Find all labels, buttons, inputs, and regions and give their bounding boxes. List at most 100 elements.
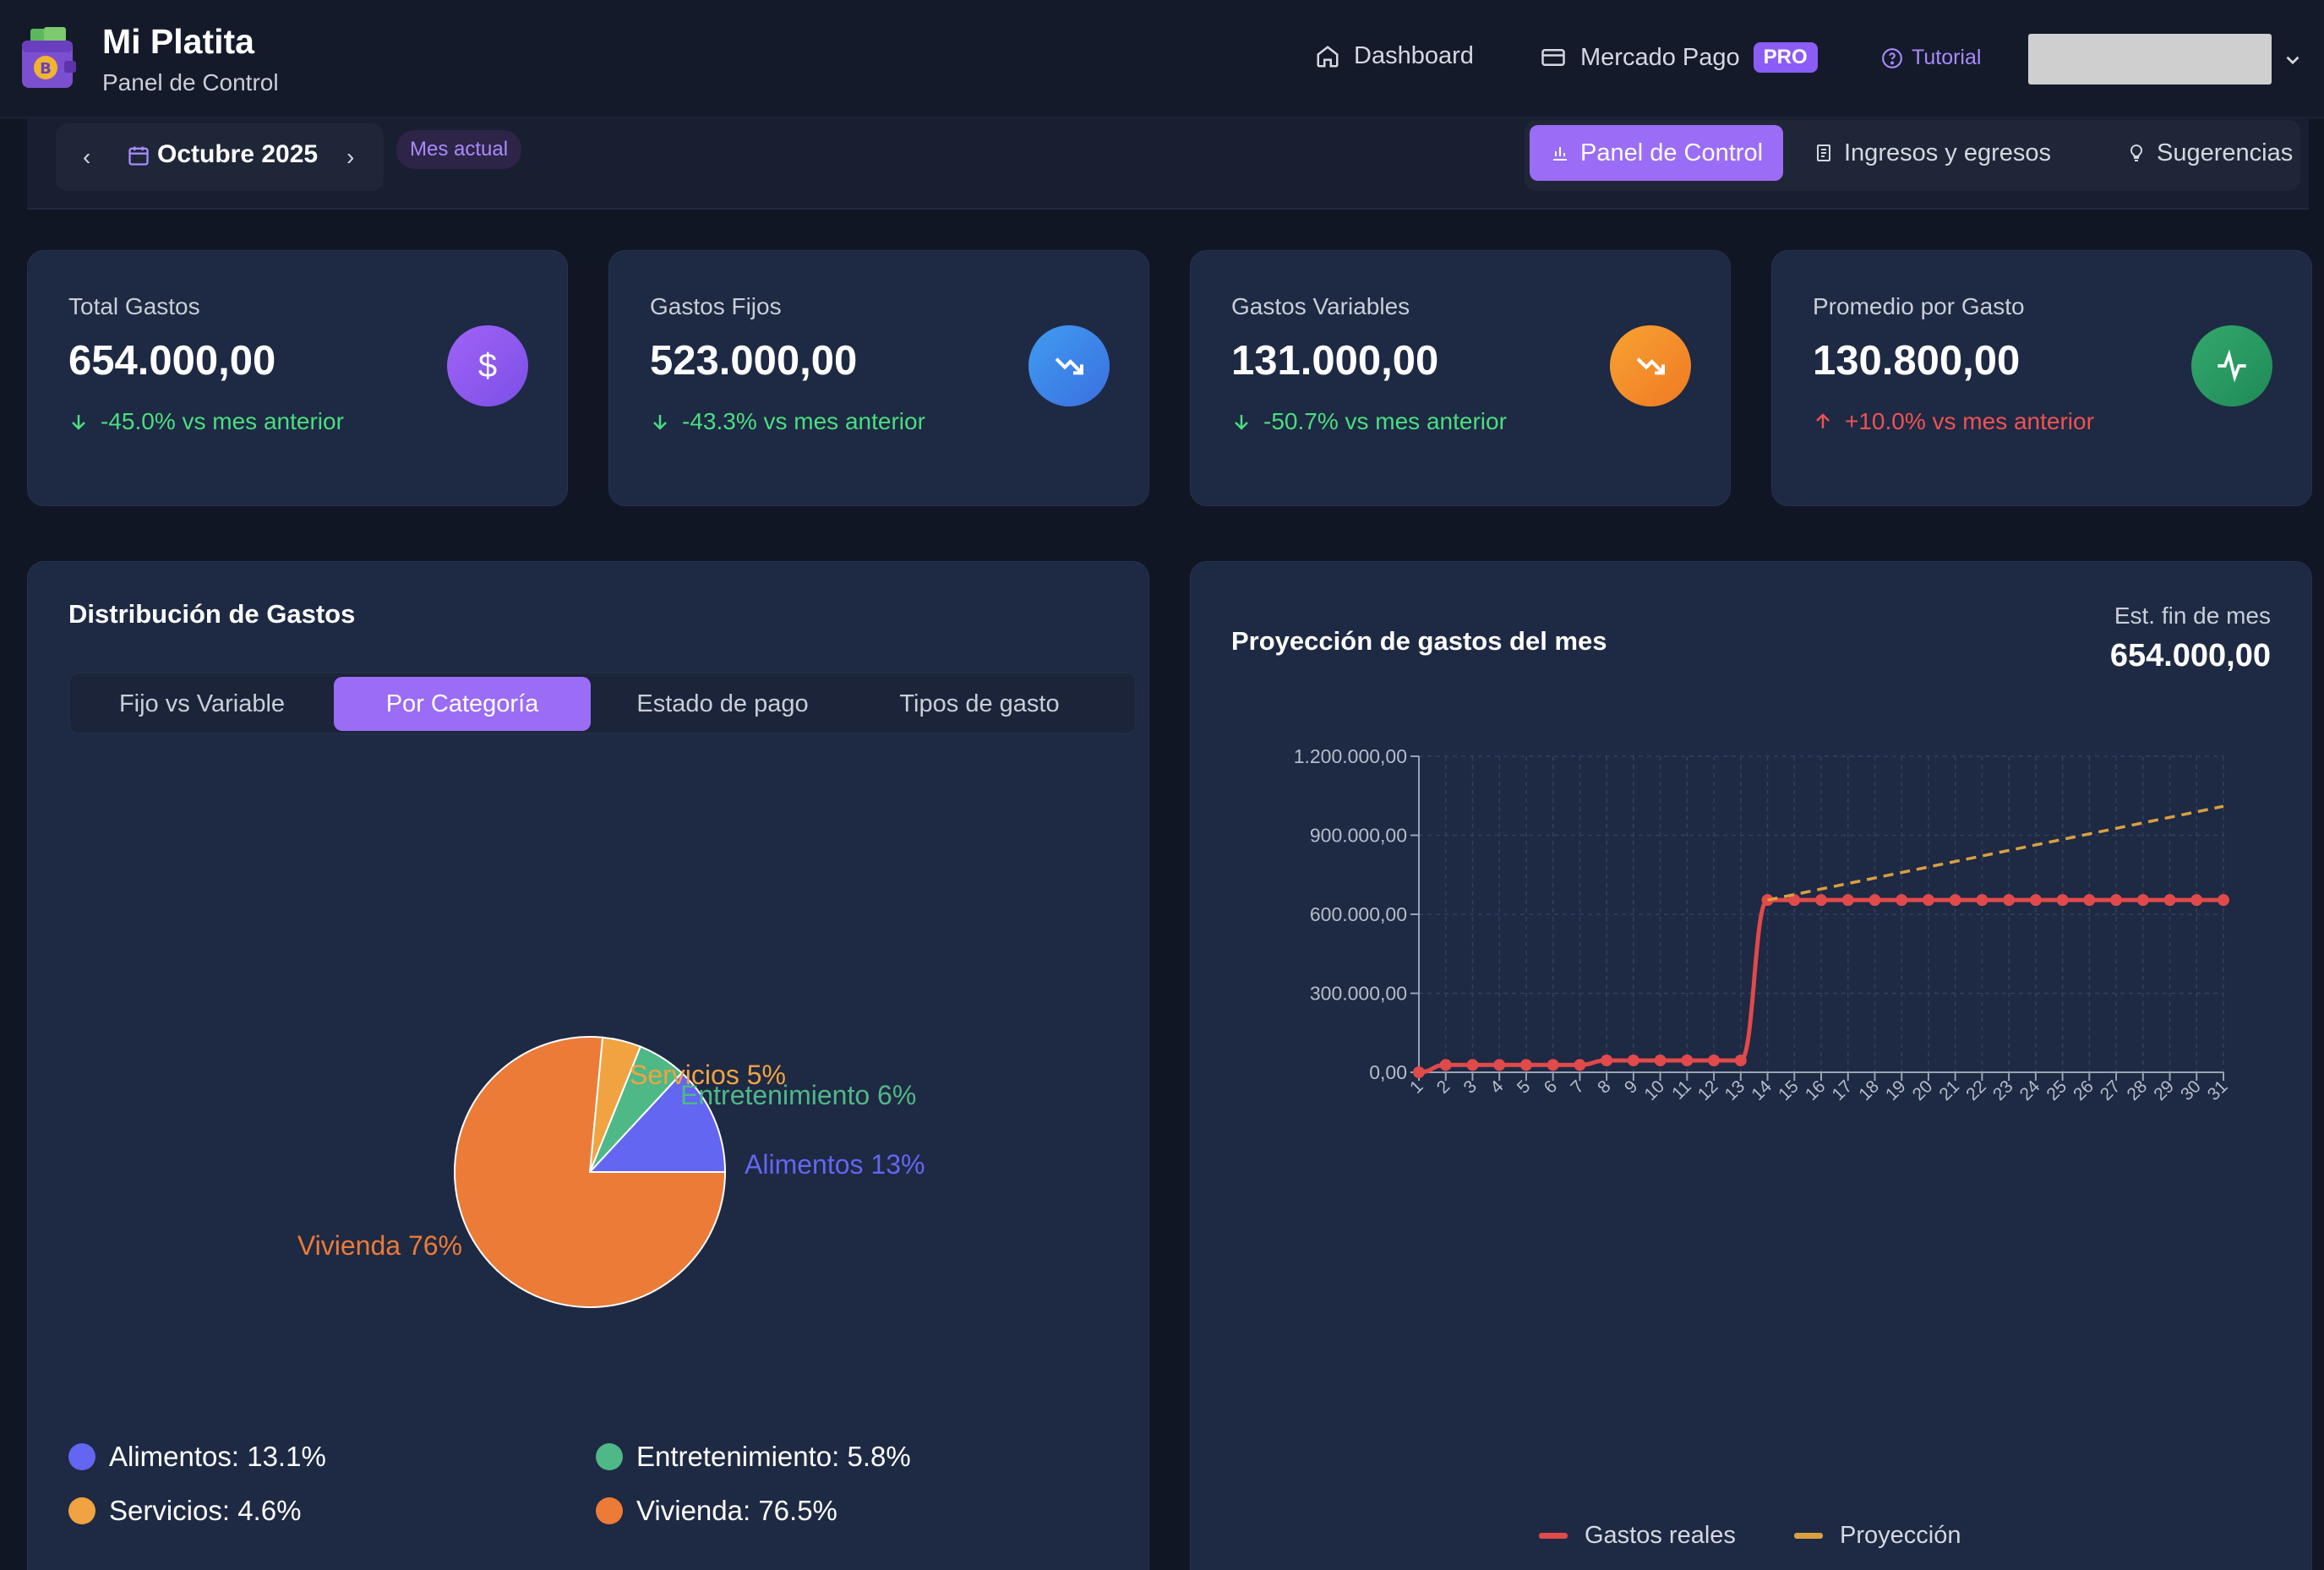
month-prev-button[interactable]: ‹ (83, 144, 91, 170)
bar-chart-icon (1553, 147, 1567, 161)
legend-proyeccion[interactable]: Proyección (1794, 1522, 1961, 1550)
stat-change: -45.0% vs mes anterior (68, 408, 344, 435)
x-tick-label: 15 (1775, 1077, 1803, 1104)
tab-panel-de-control[interactable]: Panel de Control (1530, 125, 1784, 181)
stat-card-promedio: Promedio por Gasto 130.800,00 +10.0% vs … (1771, 250, 2312, 506)
stat-change: -43.3% vs mes anterior (650, 408, 925, 435)
data-point[interactable] (1493, 1059, 1506, 1071)
x-tick-label: 16 (1802, 1077, 1830, 1104)
pie-label-vivienda: Vivienda 76% (297, 1230, 462, 1261)
month-label: Octubre 2025 (157, 140, 319, 168)
user-menu[interactable] (2028, 34, 2272, 84)
x-tick-label: 2 (1433, 1077, 1454, 1098)
stat-value: 130.800,00 (1813, 338, 2021, 384)
data-point[interactable] (1439, 1059, 1452, 1071)
stat-card-total-gastos: Total Gastos 654.000,00 -45.0% vs mes an… (27, 250, 568, 506)
tab-ingresos-egresos[interactable]: Ingresos y egresos (1793, 125, 2071, 181)
tab-label: Ingresos y egresos (1844, 139, 2052, 166)
arrow-up-icon (1816, 413, 1830, 428)
arrow-down-icon (1235, 415, 1248, 430)
data-point[interactable] (1547, 1059, 1559, 1071)
pie-slice-vivienda[interactable] (454, 1036, 727, 1308)
distribution-title: Distribución de Gastos (68, 599, 356, 629)
data-point[interactable] (2110, 894, 2123, 907)
data-point[interactable] (1519, 1059, 1532, 1071)
tab-sugerencias[interactable]: Sugerencias (2106, 125, 2313, 181)
x-tick-label: 19 (1882, 1077, 1910, 1104)
data-point[interactable] (1654, 1054, 1667, 1066)
legend-servicios[interactable]: Servicios: 4.6% (68, 1495, 301, 1527)
stat-change: +10.0% vs mes anterior (1813, 408, 2094, 435)
nav-mercado-pago[interactable]: Mercado Pago PRO (1540, 42, 1818, 73)
stat-card-gastos-variables: Gastos Variables 131.000,00 -50.7% vs me… (1190, 250, 1731, 506)
stat-value: 523.000,00 (650, 338, 858, 384)
nav-tutorial[interactable]: Tutorial (1881, 46, 1981, 70)
series-line-proyeccion (1767, 804, 2224, 902)
data-point[interactable] (1949, 894, 1961, 907)
nav-dashboard-label: Dashboard (1354, 42, 1474, 69)
month-next-button[interactable]: › (346, 144, 355, 170)
x-tick-label: 21 (1935, 1077, 1963, 1104)
data-point[interactable] (1574, 1059, 1586, 1071)
data-point[interactable] (2136, 894, 2149, 907)
home-icon (1317, 45, 1339, 67)
data-point[interactable] (2163, 894, 2176, 907)
data-point[interactable] (2218, 894, 2229, 907)
x-tick-label: 31 (2204, 1077, 2232, 1104)
data-point[interactable] (1681, 1054, 1694, 1066)
data-point[interactable] (1708, 1054, 1721, 1066)
data-point[interactable] (1922, 894, 1934, 907)
stat-change: -50.7% vs mes anterior (1231, 408, 1507, 435)
data-point[interactable] (1868, 894, 1881, 907)
nav-mercado-pago-label: Mercado Pago (1580, 43, 1740, 71)
arrow-down-icon (72, 415, 85, 430)
tab-estado-de-pago[interactable]: Estado de pago (636, 690, 809, 717)
data-point[interactable] (1815, 894, 1827, 907)
tab-por-categoria[interactable]: Por Categoría (334, 677, 591, 731)
data-point[interactable] (1734, 1054, 1747, 1066)
x-tick-label: 1 (1406, 1077, 1427, 1098)
legend-alimentos[interactable]: Alimentos: 13.1% (68, 1441, 326, 1473)
wallet-bitcoin-icon[interactable]: B (19, 27, 78, 93)
current-month-badge[interactable]: Mes actual (396, 130, 522, 169)
data-point[interactable] (1896, 894, 1908, 907)
tab-tipos-de-gasto[interactable]: Tipos de gasto (899, 690, 1060, 717)
data-point[interactable] (1601, 1054, 1613, 1066)
legend-vivienda[interactable]: Vivienda: 76.5% (596, 1495, 837, 1527)
x-tick-label: 23 (1989, 1077, 2017, 1104)
tab-fijo-vs-variable[interactable]: Fijo vs Variable (118, 690, 286, 717)
data-point[interactable] (1761, 894, 1774, 907)
legend-dot (596, 1443, 623, 1470)
tab-label: Sugerencias (2157, 139, 2294, 166)
data-point[interactable] (1413, 1066, 1425, 1078)
data-point[interactable] (2029, 894, 2042, 907)
stat-value: 131.000,00 (1231, 338, 1439, 384)
stat-value: 654.000,00 (68, 338, 276, 384)
data-point[interactable] (1788, 894, 1801, 907)
data-point[interactable] (2190, 894, 2203, 907)
calendar-icon (128, 146, 149, 166)
x-tick-label: 22 (1962, 1077, 1990, 1104)
legend-entretenimiento[interactable]: Entretenimiento: 5.8% (596, 1441, 911, 1473)
line-chart: 0,00 300.000,00 600.000,00 900.000,00 1.200.… (1294, 745, 2232, 1104)
trending-down-icon (1610, 325, 1691, 406)
data-point[interactable] (2083, 894, 2096, 907)
x-tick-label: 26 (2070, 1077, 2098, 1104)
pie-slice-alimentos[interactable] (587, 1071, 727, 1173)
pie-label-servicios: Servicios 5% (630, 1060, 786, 1090)
distribution-panel: Distribución de Gastos Fijo vs Variable … (27, 561, 1149, 1570)
data-point[interactable] (1976, 894, 1988, 907)
stat-change-text: -43.3% vs mes anterior (682, 408, 925, 434)
data-point[interactable] (1841, 894, 1854, 907)
stat-label: Gastos Variables (1231, 293, 1410, 319)
x-tick-label: 6 (1541, 1077, 1562, 1098)
legend-swatch (1539, 1533, 1568, 1539)
stat-card-gastos-fijos: Gastos Fijos 523.000,00 -43.3% vs mes an… (608, 250, 1149, 506)
legend-gastos-reales[interactable]: Gastos reales (1539, 1522, 1736, 1550)
nav-dashboard[interactable]: Dashboard (1315, 42, 1474, 70)
data-point[interactable] (2003, 894, 2016, 907)
data-point[interactable] (2056, 894, 2069, 907)
data-point[interactable] (1466, 1059, 1479, 1071)
chevron-down-icon[interactable] (2282, 49, 2304, 71)
data-point[interactable] (1627, 1054, 1639, 1066)
